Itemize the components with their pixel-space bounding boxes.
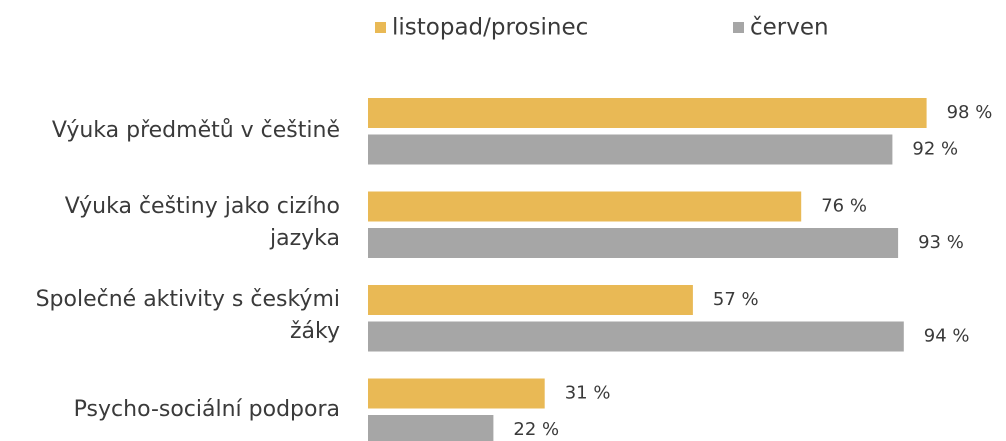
- bar: [368, 228, 899, 258]
- category-label: Psycho-sociální podpora: [73, 396, 340, 422]
- value-label: 92 %: [912, 139, 958, 160]
- bar: [368, 134, 893, 165]
- value-label: 57 %: [713, 289, 759, 310]
- value-label: 22 %: [513, 419, 559, 440]
- bar: [368, 378, 545, 409]
- legend-swatch: [733, 22, 744, 33]
- value-label: 31 %: [565, 383, 611, 404]
- bar: [368, 321, 904, 352]
- bar: [368, 285, 693, 315]
- legend-swatch: [375, 22, 386, 33]
- value-label: 93 %: [918, 232, 964, 253]
- bar: [368, 191, 802, 222]
- category-label: Výuka češtiny jako cizího jazyka: [64, 193, 340, 251]
- bar: [368, 415, 494, 441]
- category-label: Výuka předmětů v češtině: [51, 118, 340, 144]
- value-label: 76 %: [821, 196, 867, 217]
- legend-label: listopad/prosinec: [392, 15, 588, 41]
- legend-label: červen: [750, 15, 829, 41]
- value-label: 98 %: [947, 102, 993, 123]
- category-label: Společné aktivity s českými žáky: [35, 287, 340, 345]
- value-label: 94 %: [924, 326, 970, 347]
- bar: [368, 98, 927, 128]
